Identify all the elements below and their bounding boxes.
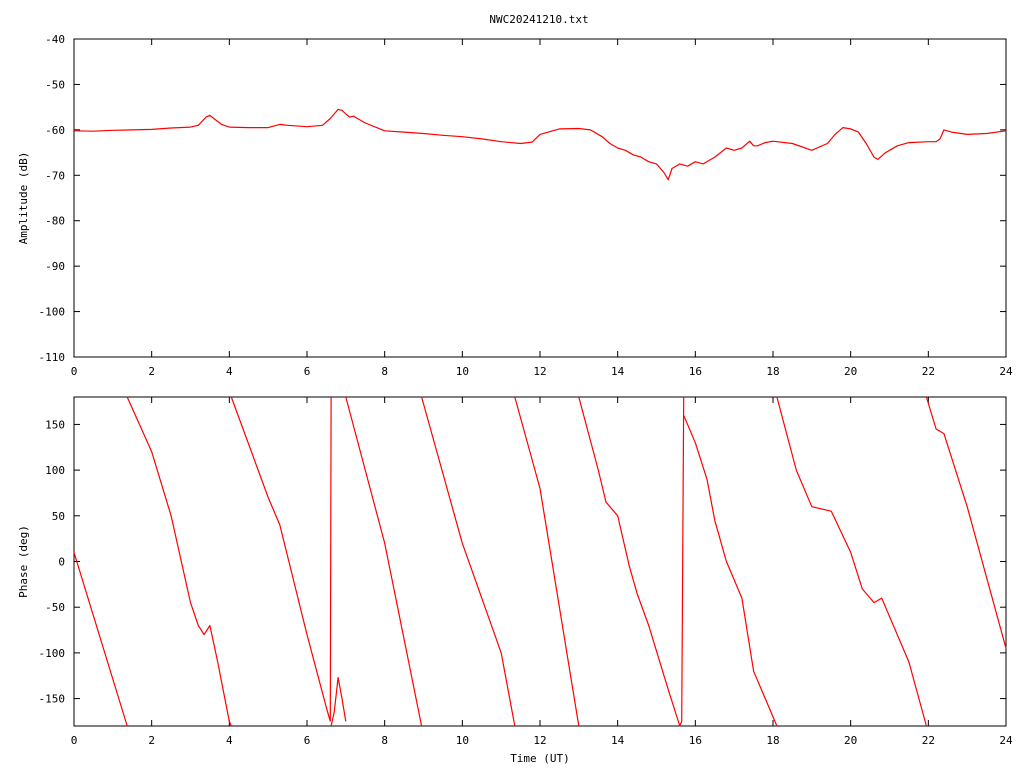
- phase-y-tick-label: 100: [45, 464, 65, 477]
- amplitude-y-tick-label: -110: [39, 351, 66, 364]
- phase-x-tick-label: 20: [844, 734, 857, 747]
- phase-x-tick-label: 14: [611, 734, 625, 747]
- amplitude-x-tick-label: 10: [456, 365, 469, 378]
- amplitude-x-tick-label: 16: [689, 365, 702, 378]
- amplitude-x-tick-label: 8: [381, 365, 388, 378]
- amplitude-x-tick-label: 22: [922, 365, 935, 378]
- amplitude-x-tick-label: 14: [611, 365, 625, 378]
- amplitude-y-tick-label: -90: [45, 260, 65, 273]
- phase-x-tick-label: 16: [689, 734, 702, 747]
- phase-y-tick-label: 50: [52, 510, 65, 523]
- amplitude-y-tick-label: -50: [45, 78, 65, 91]
- amplitude-x-tick-label: 24: [999, 365, 1013, 378]
- chart-title: NWC20241210.txt: [489, 13, 588, 26]
- amplitude-y-axis-label: Amplitude (dB): [17, 152, 30, 245]
- phase-series-line: [73, 396, 1007, 727]
- amplitude-y-tick-label: -40: [45, 33, 65, 46]
- phase-x-tick-label: 12: [533, 734, 546, 747]
- phase-x-tick-label: 10: [456, 734, 469, 747]
- phase-panel: 0 2 4 6 8 10 12 14 16 18 20 22 24150100500-50-100-15…: [17, 396, 1013, 765]
- amplitude-x-tick-label: 4: [226, 365, 233, 378]
- amplitude-x-tick-label: 20: [844, 365, 857, 378]
- phase-plot-frame: [73, 396, 1007, 727]
- phase-x-tick-label: 18: [766, 734, 779, 747]
- phase-y-tick-label: -100: [39, 647, 66, 660]
- amplitude-y-tick-label: -70: [45, 169, 65, 182]
- phase-y-tick-label: 150: [45, 418, 65, 431]
- amplitude-series-line: [73, 108, 1007, 181]
- phase-y-tick-label: -50: [45, 601, 65, 614]
- phase-x-tick-label: 22: [922, 734, 935, 747]
- phase-y-tick-label: -150: [39, 693, 66, 706]
- amplitude-panel: 0 2 4 6 8 10 12 14 16 18 20 22 24-40-50-60-70-80-90-…: [17, 33, 1013, 378]
- amplitude-x-tick-label: 18: [766, 365, 779, 378]
- amplitude-y-tick-label: -100: [39, 306, 66, 319]
- phase-x-tick-label: 8: [381, 734, 388, 747]
- amplitude-plot-frame: [73, 38, 1007, 358]
- amplitude-y-tick-label: -80: [45, 215, 65, 228]
- phase-x-tick-label: 0: [71, 734, 78, 747]
- phase-x-tick-label: 2: [148, 734, 155, 747]
- amplitude-x-tick-label: 0: [71, 365, 78, 378]
- amplitude-x-tick-label: 6: [304, 365, 311, 378]
- phase-x-tick-label: 6: [304, 734, 311, 747]
- amplitude-x-tick-label: 12: [533, 365, 546, 378]
- amplitude-y-tick-label: -60: [45, 124, 65, 137]
- phase-x-tick-label: 24: [999, 734, 1013, 747]
- amplitude-x-tick-label: 2: [148, 365, 155, 378]
- phase-y-tick-label: 0: [58, 556, 65, 569]
- phase-x-tick-label: 4: [226, 734, 233, 747]
- phase-y-axis-label: Phase (deg): [17, 525, 30, 598]
- phase-x-axis-label: Time (UT): [510, 752, 570, 765]
